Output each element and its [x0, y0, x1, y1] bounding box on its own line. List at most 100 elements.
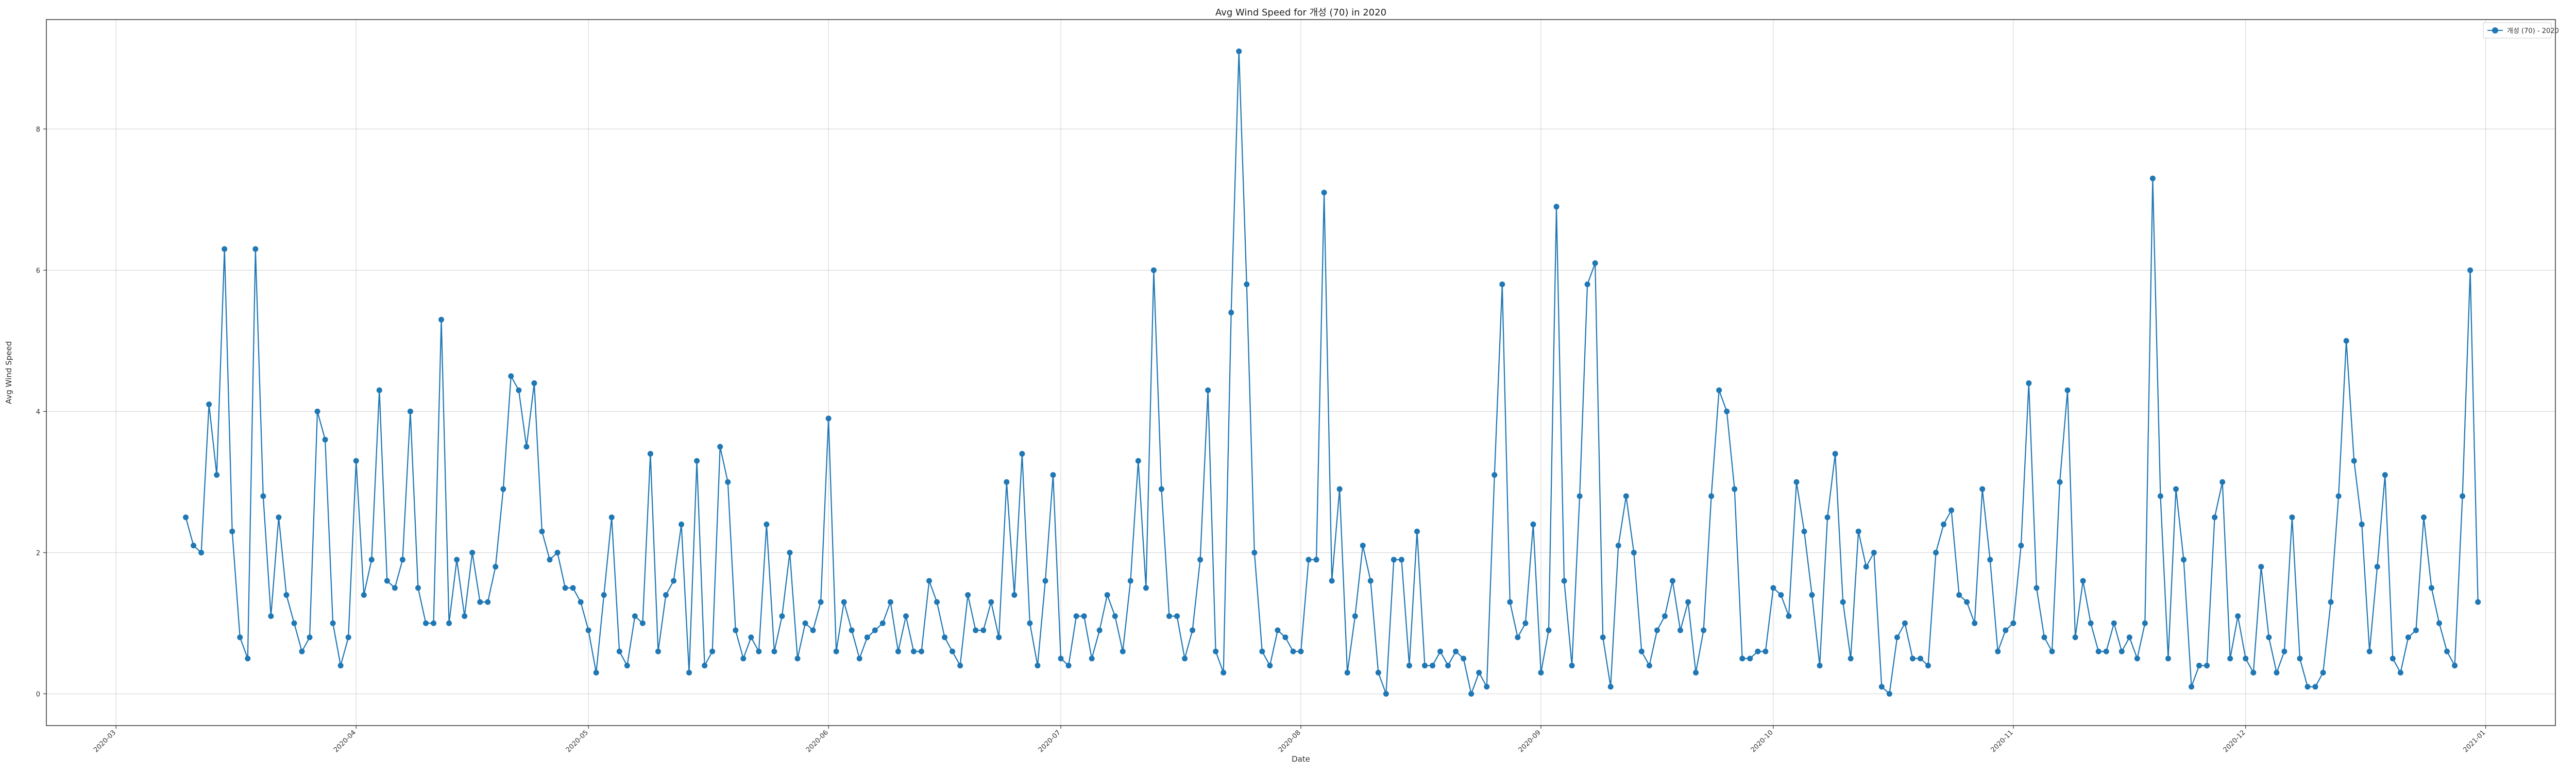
data-point [314, 408, 320, 414]
data-point [2064, 387, 2071, 393]
data-point [1739, 656, 1745, 662]
x-tick-label: 2021-01 [2462, 729, 2487, 754]
data-point [950, 648, 956, 654]
data-point [725, 479, 731, 485]
data-point [1631, 549, 1637, 556]
data-point [1878, 684, 1885, 690]
data-point [1607, 684, 1614, 690]
data-point [2103, 648, 2109, 654]
data-point [462, 613, 468, 619]
data-point [2343, 338, 2349, 344]
data-point [1004, 479, 1010, 485]
x-tick-label: 2020-03 [92, 729, 117, 754]
data-point [1143, 585, 1149, 591]
data-point [1654, 627, 1660, 633]
data-point [454, 557, 460, 563]
data-point [1600, 634, 1606, 641]
data-point [748, 634, 754, 641]
data-point [2227, 656, 2233, 662]
x-tick-label: 2020-11 [1990, 729, 2015, 754]
data-point [1747, 656, 1753, 662]
data-point [585, 627, 591, 633]
data-point [1275, 627, 1281, 633]
data-point [1956, 592, 1962, 598]
data-point [1027, 620, 1033, 626]
data-point [1840, 599, 1846, 605]
data-point [593, 669, 599, 676]
data-point [2111, 620, 2117, 626]
data-point [1708, 493, 1715, 499]
data-point [399, 557, 405, 563]
data-point [1267, 663, 1273, 669]
data-point [2134, 656, 2140, 662]
data-point [1298, 648, 1304, 654]
data-point [1050, 472, 1056, 478]
data-point [1623, 493, 1629, 499]
data-point [1948, 507, 1955, 513]
data-point [1019, 451, 1025, 457]
data-point [1104, 592, 1110, 598]
data-point [918, 648, 924, 654]
data-point [2413, 627, 2419, 633]
data-point [2320, 669, 2326, 676]
data-point [1221, 669, 1227, 676]
data-point [2026, 380, 2032, 386]
data-point [2289, 514, 2295, 520]
data-point [740, 656, 747, 662]
data-point [1546, 627, 1552, 633]
data-point [1809, 592, 1815, 598]
data-point [733, 627, 739, 633]
series-layer [183, 48, 2481, 697]
data-point [1972, 620, 1978, 626]
data-point [1421, 663, 1428, 669]
y-tick-label: 6 [36, 267, 40, 275]
data-point [1662, 613, 1668, 619]
data-point [206, 401, 212, 408]
data-point [1468, 691, 1475, 697]
data-point [1453, 648, 1459, 654]
data-point [1762, 648, 1769, 654]
data-point [802, 620, 808, 626]
data-point [639, 620, 646, 626]
data-point [1344, 669, 1350, 676]
data-point [1135, 458, 1141, 464]
data-point [570, 585, 576, 591]
y-tick-label: 4 [36, 408, 40, 416]
data-point [2444, 648, 2450, 654]
data-point [872, 627, 878, 633]
data-point [1251, 549, 1258, 556]
data-point [446, 620, 452, 626]
data-point [1313, 557, 1319, 563]
data-point [1701, 627, 1707, 633]
data-point [2436, 620, 2443, 626]
data-point [1197, 557, 1204, 563]
data-point [237, 634, 243, 641]
data-point [2374, 564, 2380, 570]
chart-title: Avg Wind Speed for 개성 (70) in 2020 [1215, 7, 1386, 18]
data-point [1360, 543, 1366, 549]
data-point [1925, 663, 1931, 669]
data-point [601, 592, 607, 598]
data-point [632, 613, 638, 619]
data-point [1406, 663, 1412, 669]
data-point [1205, 387, 1211, 393]
data-point [895, 648, 901, 654]
data-point [2189, 684, 2195, 690]
data-point [2405, 634, 2411, 641]
data-point [1817, 663, 1823, 669]
data-point [647, 451, 653, 457]
data-point [679, 522, 685, 528]
data-point [1484, 684, 1490, 690]
data-point [1035, 663, 1041, 669]
data-point [825, 415, 832, 422]
data-point [2033, 585, 2040, 591]
data-point [477, 599, 483, 605]
data-point [214, 472, 220, 478]
data-point [671, 578, 676, 584]
data-point [1499, 281, 1505, 288]
data-point [2312, 684, 2318, 690]
data-point [1995, 648, 2001, 654]
data-point [1933, 549, 1939, 556]
data-point [1112, 613, 1118, 619]
